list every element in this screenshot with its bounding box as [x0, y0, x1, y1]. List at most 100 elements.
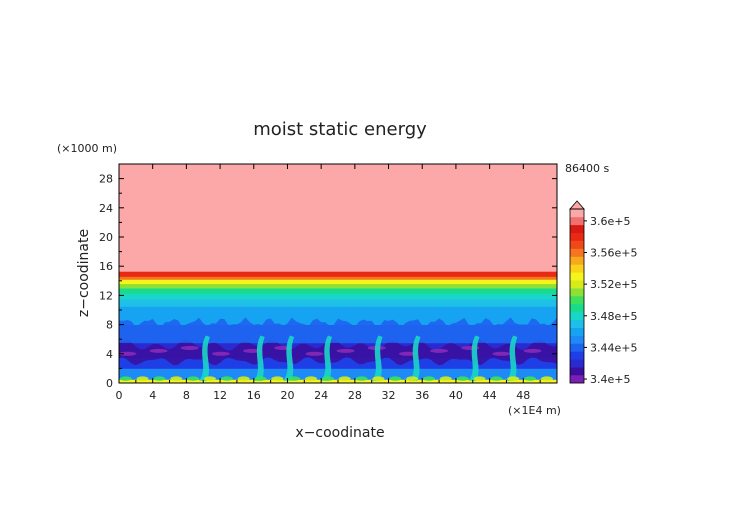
contour-layer [119, 283, 557, 289]
surface-blob [305, 376, 318, 381]
y-tick-label: 0 [106, 377, 113, 390]
low-mse-streak [430, 348, 449, 353]
colorbar-swatch [570, 327, 584, 336]
x-tick-label: 36 [415, 389, 429, 402]
low-mse-streak [523, 348, 542, 353]
colorbar-label: 3.4e+5 [590, 373, 630, 386]
x-tick-label: 16 [247, 389, 261, 402]
surface-blob [187, 376, 200, 381]
y-axis-title: z−coodinate [76, 229, 92, 317]
low-mse-streak [119, 351, 137, 356]
surface-blob [372, 376, 385, 381]
low-mse-streak [180, 345, 199, 350]
colorbar-swatch [570, 248, 584, 257]
colorbar-swatch [570, 288, 584, 297]
convective-plume [468, 335, 480, 381]
x-axis-title: x−coodinate [295, 425, 384, 441]
y-tick-label: 20 [99, 231, 113, 244]
x-axis: 0 4 8 12 16 20 24 28 32 36 40 44 48 [116, 164, 541, 402]
convective-plume [253, 335, 265, 381]
colorbar-swatch [570, 240, 584, 249]
contour-field [119, 164, 557, 383]
surface-blob [288, 376, 301, 381]
colorbar-swatch [570, 335, 584, 344]
x-tick-label: 28 [348, 389, 362, 402]
x-unit-label: (×1E4 m) [508, 404, 561, 417]
colorbar-frame [569, 208, 585, 384]
surface-blob [524, 376, 537, 381]
surface-blob [540, 376, 553, 381]
surface-blob [170, 376, 183, 381]
contour-layer [119, 299, 557, 307]
colorbar-swatch [570, 224, 584, 234]
contour-layer [119, 276, 557, 280]
x-tick-label: 40 [449, 389, 463, 402]
contour-layer [119, 306, 557, 325]
colorbar-label: 3.6e+5 [590, 215, 630, 228]
colorbar-swatch [570, 311, 584, 321]
low-mse-streak [398, 351, 417, 356]
convective-plume [321, 335, 333, 381]
colorbar-swatch [570, 216, 584, 226]
surface-blob [321, 376, 334, 381]
colorbar-swatch [570, 351, 584, 360]
x-tick-label: 48 [516, 389, 530, 402]
colorbar-label: 3.56e+5 [590, 247, 637, 260]
colorbar-label: 3.52e+5 [590, 278, 637, 291]
colorbar-swatch [570, 256, 584, 265]
surface-blob [136, 376, 149, 381]
surface-blob [422, 376, 435, 381]
surface-blob [439, 376, 452, 381]
colorbar-swatch [570, 280, 584, 289]
time-label: 86400 s [565, 162, 609, 175]
surface-blob [507, 376, 520, 381]
surface-blob [490, 376, 503, 381]
colorbar-swatch [570, 319, 584, 328]
colorbar-swatch [570, 359, 584, 368]
y-tick-label: 12 [99, 289, 113, 302]
colorbar-label: 3.48e+5 [590, 310, 637, 323]
convective-plume [506, 335, 518, 381]
surface-blob [338, 376, 351, 381]
contour-layer [119, 293, 557, 300]
contour-layer [119, 288, 557, 294]
surface-blob [473, 376, 486, 381]
y-tick-label: 16 [99, 260, 113, 273]
contour-layer [119, 368, 557, 380]
colorbar-swatch [570, 303, 584, 313]
surface-blob [271, 376, 284, 381]
surface-blob [237, 376, 250, 381]
x-tick-label: 0 [116, 389, 123, 402]
surface-blob [355, 376, 368, 381]
y-axis: 0 4 8 12 16 20 24 28 [99, 163, 557, 390]
y-tick-label: 4 [106, 348, 113, 361]
surface-blob [389, 376, 402, 381]
convective-plume [371, 335, 383, 381]
surface-blob [406, 376, 419, 381]
y-tick-label: 24 [99, 202, 113, 215]
colorbar: 3.4e+5 3.44e+5 3.48e+5 3.52e+5 3.56e+5 3.6e+5 [569, 200, 637, 386]
surface-blob [456, 376, 469, 381]
surface-blob [220, 376, 233, 381]
surface-blob [153, 376, 166, 381]
chart-title: moist static energy [253, 119, 427, 140]
boundary-layer-edge [119, 317, 557, 343]
low-mse-streak [243, 348, 262, 353]
x-tick-label: 24 [314, 389, 328, 402]
x-tick-label: 8 [183, 389, 190, 402]
convective-plume [409, 335, 421, 381]
colorbar-swatch [570, 343, 584, 352]
colorbar-swatch [570, 375, 584, 384]
x-tick-label: 44 [483, 389, 497, 402]
x-tick-label: 4 [149, 389, 156, 402]
low-mse-band [119, 339, 557, 366]
colorbar-swatch [570, 264, 584, 273]
x-tick-label: 32 [382, 389, 396, 402]
contour-layer [119, 271, 557, 277]
colorbar-swatch [570, 209, 584, 218]
contour-layer [119, 357, 557, 369]
surface-blob [254, 376, 267, 381]
y-tick-label: 28 [99, 173, 113, 186]
colorbar-swatch [570, 367, 584, 376]
